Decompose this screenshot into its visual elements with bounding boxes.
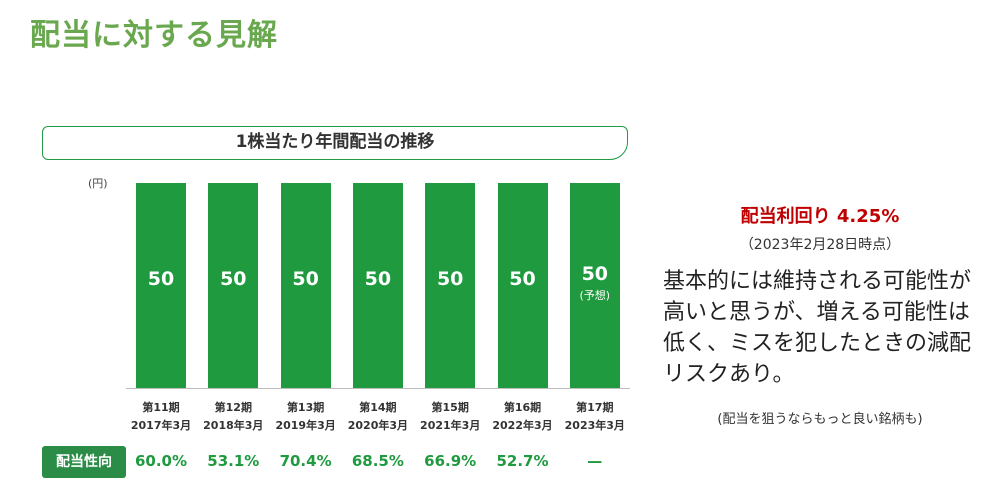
payout-ratio-value: 66.9% (424, 452, 477, 470)
fiscal-year-label: 2020年3月 (347, 419, 409, 432)
fiscal-year-label: 2019年3月 (275, 419, 336, 432)
side-note: (配当を狙うならもっと良い銘柄も) (717, 412, 923, 427)
bar-value-label: 50 (509, 268, 536, 290)
fiscal-year-label: 2023年3月 (564, 419, 625, 432)
bar-value-label: 50 (364, 268, 392, 290)
payout-ratio-value: 70.4% (279, 452, 332, 470)
period-label: 第17期 (576, 401, 614, 414)
bar-2: 50 (208, 183, 259, 388)
period-label: 第11期 (142, 401, 180, 414)
fiscal-year-label: 2022年3月 (492, 419, 553, 432)
bar-6: 50 (497, 183, 548, 388)
bar-1: 50 (136, 183, 186, 388)
bar-7: 50 (予想) (569, 183, 620, 388)
bar-4: 50 (352, 183, 403, 388)
payout-ratio-value: 52.7% (496, 452, 549, 470)
period-label: 第12期 (214, 401, 252, 414)
fiscal-year-label: 2018年3月 (203, 419, 264, 432)
yield-date: （2023年2月28日時点） (739, 237, 901, 253)
unit-label: (円) (88, 177, 108, 190)
bar-5: 50 (425, 183, 476, 388)
chart-title: 1株当たり年間配当の推移 (42, 126, 628, 160)
chart-baseline (126, 388, 630, 389)
bar-note-label: (予想) (579, 289, 611, 302)
payout-ratio-label: 配当性向 (42, 446, 126, 478)
bar-3: 50 (280, 183, 331, 388)
fiscal-year-label: 2017年3月 (130, 419, 192, 432)
payout-ratio-value: 60.0% (134, 452, 188, 470)
bar-value-label: 50 (292, 268, 319, 290)
period-label: 第14期 (359, 401, 397, 414)
payout-ratio-value: — (587, 452, 603, 470)
outlook-comment: 基本的には維持される可能性が高いと思うが、増える可能性は低く、ミスを犯したときの… (663, 269, 972, 387)
bar-value-label: 50 (147, 268, 175, 290)
bar-value-label: 50 (220, 268, 247, 290)
page-title: 配当に対する見解 (30, 18, 278, 53)
dividend-yield: 配当利回り 4.25% (740, 206, 900, 227)
period-label: 第13期 (286, 401, 325, 414)
bar-value-label: 50 (436, 268, 464, 290)
bar-chart: 50 第11期 2017年3月 50 第12期 2018年3月 50 第13期 2019年3月 5… (130, 183, 625, 432)
period-label: 第15期 (431, 401, 469, 414)
bar-value-label: 50 (581, 263, 609, 285)
fiscal-year-label: 2021年3月 (420, 419, 481, 432)
payout-ratio-value: 68.5% (351, 452, 404, 470)
payout-ratio-value: 53.1% (207, 452, 260, 470)
period-label: 第16期 (503, 401, 542, 414)
